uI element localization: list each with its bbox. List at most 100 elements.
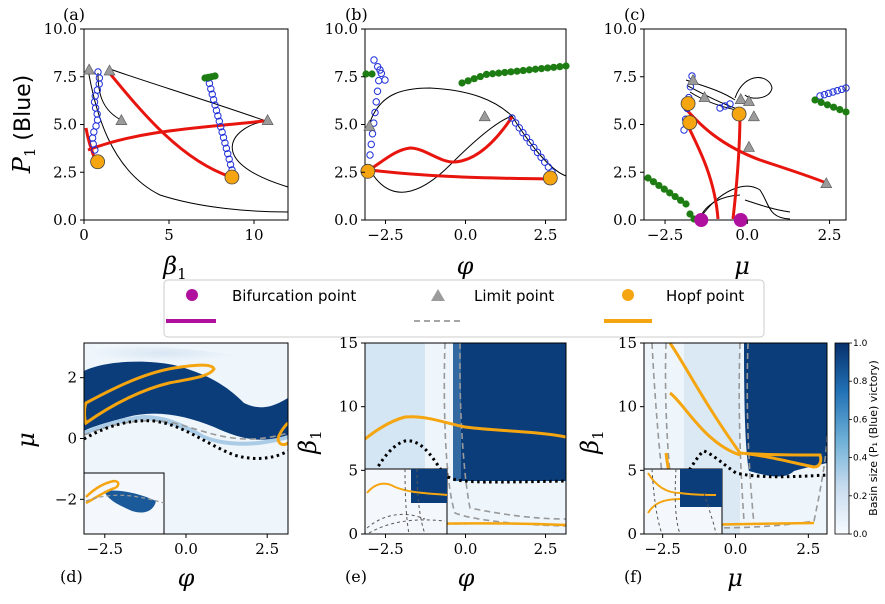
unstable-point: [837, 85, 846, 94]
panel-tag: (e): [345, 567, 367, 586]
y-tick-label: 10.0: [604, 20, 637, 38]
limit-point: [742, 94, 755, 106]
x-axis-label: μ: [727, 564, 743, 592]
hopf-curve: [365, 415, 566, 441]
x-tick-label: 5: [164, 226, 174, 244]
unstable-point: [544, 163, 553, 171]
plot-frame: [364, 28, 567, 221]
green-point: [464, 77, 472, 85]
limit-point: [363, 119, 376, 131]
green-point: [458, 79, 466, 87]
inset-dark: [411, 469, 447, 503]
green-point: [495, 69, 503, 77]
red-branch: [369, 168, 551, 181]
y-tick-label: 5.0: [613, 116, 637, 134]
y-tick-label: 2.5: [53, 163, 77, 181]
unstable-point: [225, 155, 233, 163]
green-point: [817, 98, 825, 106]
green-point: [842, 108, 850, 116]
green-point: [676, 196, 685, 204]
basin-dark-region: [84, 361, 288, 440]
unstable-point: [824, 89, 833, 98]
colorbar: 0.0 0.2 0.4 0.6 0.8 1.0 Basin size (P₁ (Blue)…: [834, 339, 880, 540]
unstable-point: [820, 90, 829, 99]
unstable-point: [224, 150, 232, 158]
green-point: [811, 96, 819, 104]
unstable-point: [219, 133, 228, 142]
green-point: [544, 64, 552, 72]
green-point: [488, 70, 497, 78]
unstable-point: [226, 160, 235, 169]
inset-hopf: [647, 472, 717, 514]
unstable-point: [511, 119, 520, 127]
inset-dark: [680, 469, 722, 507]
limit-point: [115, 114, 128, 125]
unstable-point: [515, 124, 523, 132]
hopf-point: [542, 170, 558, 186]
x-tick-label: 2.5: [255, 540, 279, 558]
axis-ticks: −2.5 0.0 2.5 0.0 2.5 5.0 7.5 10.0: [604, 20, 842, 244]
y-tick-label: 5.0: [53, 116, 77, 134]
y-tick-label: 2.5: [334, 163, 358, 181]
stable-branch: [369, 87, 513, 193]
green-point: [649, 178, 658, 186]
unstable-point: [381, 76, 389, 84]
unstable-point: [221, 139, 229, 147]
limit-point: [742, 140, 755, 152]
axis-ticks: −2.5 0.0 2.5 −2 0 2: [55, 369, 279, 558]
colorbar-tick-label: 0.4: [853, 454, 868, 464]
stable-branch: [734, 77, 773, 99]
colorbar-tick-label: 1.0: [853, 339, 868, 349]
x-tick-label: 0.0: [454, 226, 478, 244]
x-tick-label: 2.5: [534, 540, 558, 558]
y-tick-label: 5.0: [334, 116, 358, 134]
x-tick-label: −2.5: [367, 226, 403, 244]
red-branch: [365, 116, 514, 174]
red-branch: [88, 121, 264, 150]
y-tick-label: 5: [627, 461, 637, 479]
colorbar-label: Basin size (P₁ (Blue) victory): [867, 360, 880, 516]
y-tick-label: 15: [618, 334, 637, 352]
y-tick-label: 2: [67, 369, 77, 387]
bifurcation-point: [694, 213, 709, 227]
hopf-point: [680, 96, 696, 111]
hopf-loop: [84, 363, 216, 426]
basin-speckle: [94, 344, 234, 362]
hopf-marker: [622, 289, 634, 301]
panel-d: −2.5 0.0 2.5 −2 0 2 (d) φ μ: [12, 342, 289, 592]
hopf-point: [224, 169, 240, 185]
colorbar-tick-label: 0.6: [853, 415, 868, 425]
unstable-circles: [88, 68, 236, 174]
colorbar-gradient: [834, 342, 850, 535]
colorbar-ticks: 0.0 0.2 0.4 0.6 0.8 1.0: [849, 339, 868, 540]
y-tick-label: 0.0: [613, 211, 637, 229]
basin-mid-region: [84, 415, 288, 446]
limit-point: [734, 93, 747, 104]
y-axis-label: β1: [294, 430, 325, 454]
panel-f: −2.5 0.0 2.5 0 5 10 15 (f) μ β1: [576, 334, 828, 592]
unstable-point: [372, 98, 380, 106]
limit-point: [103, 64, 116, 76]
y-tick-label: 10: [618, 398, 637, 416]
unstable-point: [522, 133, 531, 142]
y-tick-label: 0.0: [334, 211, 358, 229]
y-tick-label: 10.0: [44, 20, 77, 38]
y-tick-label: 7.5: [53, 68, 77, 86]
y-tick-label: 10: [339, 398, 358, 416]
special-points: [360, 110, 558, 186]
colorbar-tick-label: 0.2: [853, 492, 867, 502]
green-dots: [201, 72, 219, 82]
y-tick-label: 7.5: [334, 68, 358, 86]
unstable-point: [508, 114, 516, 122]
unstable-point: [209, 95, 218, 104]
green-point: [660, 185, 668, 193]
basin-dark-region: [744, 343, 827, 477]
y-tick-label: 10.0: [325, 20, 358, 38]
y-tick-label: 7.5: [613, 68, 637, 86]
green-point: [655, 181, 663, 190]
unstable-point: [716, 104, 724, 112]
panel-a: 0 5 10 0.0 2.5 5.0 7.5 10.0 (a) β1 P1 (Blue): [8, 5, 289, 283]
unstable-point: [371, 108, 379, 117]
y-tick-label: 0.0: [53, 211, 77, 229]
